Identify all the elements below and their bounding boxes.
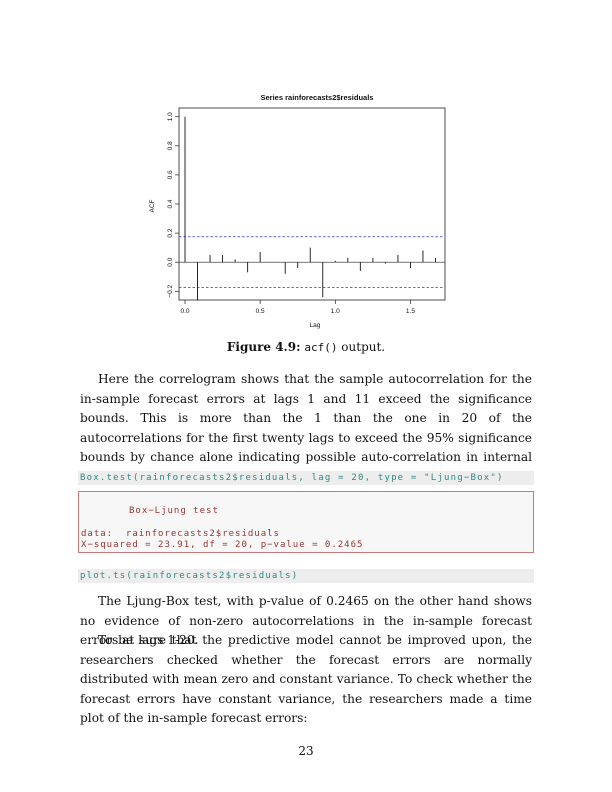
caption-text: output. [341,340,386,354]
output-box: Box−Ljung test data: rainforecasts2$resi… [78,491,534,553]
x-axis-label: Lag [310,322,321,329]
x-tick-label: 1.5 [406,308,415,315]
x-tick-label: 1.0 [331,308,340,315]
plot-frame [178,107,446,301]
y-tick-label: 0.4 [167,199,174,208]
y-tick-label: 0.8 [167,141,174,150]
output-test-name: Box−Ljung test [129,506,219,516]
output-stat-line: X−squared = 23.91, df = 20, p−value = 0.… [81,540,364,550]
code-box-test: Box.test(rainforecasts2$residuals, lag =… [78,471,534,485]
y-tick-label: −0.2 [167,284,174,297]
caption-code: acf() [304,341,338,354]
y-tick-label: 1.0 [167,112,174,121]
page-number: 23 [298,744,314,758]
paragraph-correlogram: Here the correlogram shows that the samp… [80,372,532,484]
chart-title: Series rainforecasts2$residuals [261,93,374,102]
x-tick-label: 0.0 [180,308,189,315]
paragraph-normality: To be sure that the predictive model can… [80,633,532,725]
acf-chart: Series rainforecasts2$residuals 0.0 0.5 1.… [149,93,446,329]
paragraph-ljung-box: The Ljung-Box test, with p-value of 0.24… [80,594,532,647]
y-tick-label: 0.2 [167,228,174,237]
output-data-line: data: rainforecasts2$residuals [81,529,280,539]
y-tick-label: 0.0 [167,257,174,266]
y-tick-label: 0.6 [167,170,174,179]
y-axis-label: ACF [149,199,156,212]
x-tick-label: 0.5 [256,308,265,315]
figure-caption: Figure 4.9: acf() output. [0,340,612,354]
code-plot-ts: plot.ts(rainforecasts2$residuals) [78,569,534,583]
figure-label: Figure 4.9: [226,340,301,354]
